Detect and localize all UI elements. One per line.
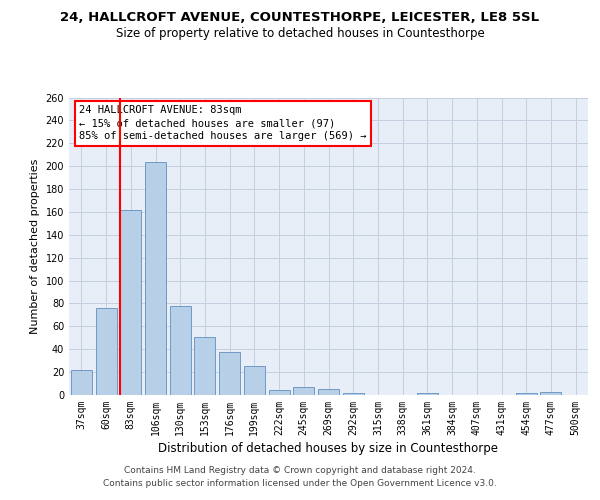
Bar [120, 210, 141, 395]
Text: Size of property relative to detached houses in Countesthorpe: Size of property relative to detached ho… [116, 28, 484, 40]
Bar [71, 370, 92, 395]
Bar [417, 392, 438, 395]
Text: 24, HALLCROFT AVENUE, COUNTESTHORPE, LEICESTER, LE8 5SL: 24, HALLCROFT AVENUE, COUNTESTHORPE, LEI… [61, 11, 539, 24]
Bar [269, 390, 290, 395]
Bar [194, 336, 215, 395]
Bar [293, 387, 314, 395]
Bar [95, 308, 116, 395]
Bar [170, 306, 191, 395]
X-axis label: Distribution of detached houses by size in Countesthorpe: Distribution of detached houses by size … [158, 442, 499, 455]
Bar [318, 390, 339, 395]
Text: 24 HALLCROFT AVENUE: 83sqm
← 15% of detached houses are smaller (97)
85% of semi: 24 HALLCROFT AVENUE: 83sqm ← 15% of deta… [79, 105, 367, 142]
Bar [219, 352, 240, 395]
Bar [541, 392, 562, 395]
Bar [145, 162, 166, 395]
Bar [343, 392, 364, 395]
Y-axis label: Number of detached properties: Number of detached properties [30, 158, 40, 334]
Bar [516, 392, 537, 395]
Text: Contains HM Land Registry data © Crown copyright and database right 2024.
Contai: Contains HM Land Registry data © Crown c… [103, 466, 497, 487]
Bar [244, 366, 265, 395]
